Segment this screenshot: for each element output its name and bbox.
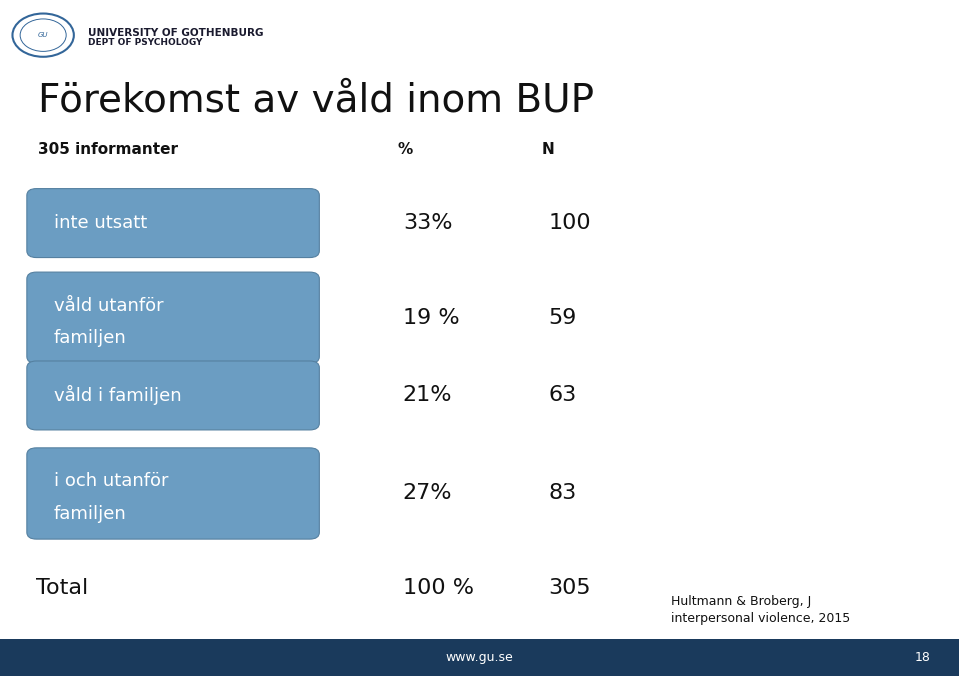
Text: familjen: familjen [54,505,127,523]
Text: Förekomst av våld inom BUP: Förekomst av våld inom BUP [38,81,595,119]
Text: Hultmann & Broberg, J: Hultmann & Broberg, J [671,595,811,608]
Text: UNIVERSITY OF GOTHENBURG: UNIVERSITY OF GOTHENBURG [88,28,264,39]
Text: DEPT OF PSYCHOLOGY: DEPT OF PSYCHOLOGY [88,38,202,47]
Text: familjen: familjen [54,329,127,347]
Text: 83: 83 [549,483,576,504]
Text: 33%: 33% [403,213,453,233]
Text: inte utsatt: inte utsatt [54,214,147,232]
Circle shape [12,14,74,57]
Text: 305: 305 [549,578,591,598]
Text: 27%: 27% [403,483,453,504]
Text: 21%: 21% [403,385,453,406]
Text: våld utanför: våld utanför [54,297,163,314]
Text: N: N [542,142,554,157]
Text: 100 %: 100 % [403,578,474,598]
Text: Total: Total [36,578,88,598]
FancyBboxPatch shape [27,272,319,364]
Text: 100: 100 [549,213,591,233]
Text: interpersonal violence, 2015: interpersonal violence, 2015 [671,612,851,625]
Text: 59: 59 [549,308,577,328]
FancyBboxPatch shape [27,448,319,539]
Text: i och utanför: i och utanför [54,473,168,490]
Text: 19 %: 19 % [403,308,459,328]
Text: %: % [398,142,413,157]
Text: 63: 63 [549,385,576,406]
Text: 305 informanter: 305 informanter [38,142,178,157]
Text: GU: GU [38,32,48,38]
Text: www.gu.se: www.gu.se [446,651,513,665]
FancyBboxPatch shape [27,361,319,430]
Bar [0,639,959,676]
FancyBboxPatch shape [27,189,319,258]
Text: 18: 18 [914,651,930,665]
Text: våld i familjen: våld i familjen [54,385,181,406]
